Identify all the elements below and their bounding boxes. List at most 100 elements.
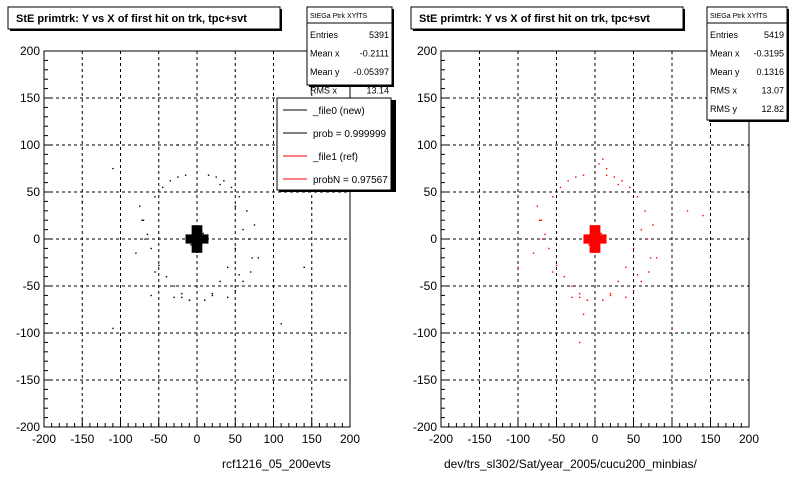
- y-tick-label: 150: [417, 91, 437, 105]
- data-point: [575, 176, 577, 178]
- x-tick-label: 200: [340, 432, 360, 446]
- data-point: [223, 180, 225, 182]
- data-point: [609, 292, 612, 295]
- data-point: [112, 167, 114, 170]
- data-point: [555, 264, 558, 267]
- stats-label: Mean x: [310, 49, 340, 59]
- data-point: [198, 227, 201, 229]
- data-point: [540, 219, 542, 221]
- data-point: [625, 296, 627, 299]
- data-point: [613, 176, 616, 178]
- data-point: [280, 323, 282, 325]
- data-point: [640, 229, 642, 231]
- data-point: [656, 257, 658, 259]
- data-point: [219, 280, 221, 283]
- y-tick-label: 0: [33, 232, 40, 246]
- stats-value: 13.14: [366, 86, 389, 96]
- data-point: [636, 274, 639, 276]
- data-point: [652, 224, 654, 226]
- data-point: [177, 176, 179, 178]
- data-point: [234, 290, 237, 292]
- data-point: [636, 196, 639, 198]
- data-point: [594, 251, 596, 253]
- data-point: [234, 205, 237, 207]
- data-point: [598, 163, 600, 165]
- chart-title: StE primtrk: Y vs X of first hit on trk,…: [419, 13, 650, 25]
- legend: _file0 (new) prob = 0.999999 _file1 (ref) p…: [276, 97, 396, 192]
- data-point: [154, 196, 156, 198]
- data-point: [207, 174, 210, 176]
- y-tick-label: -200: [413, 420, 437, 434]
- data-point: [242, 229, 244, 231]
- data-point: [227, 266, 229, 268]
- y-tick-label: -50: [23, 279, 41, 293]
- stats-label: RMS x: [310, 86, 338, 96]
- y-tick-label: -150: [413, 373, 437, 387]
- data-point: [563, 276, 565, 278]
- data-point: [571, 296, 573, 299]
- data-point: [199, 235, 201, 237]
- data-point: [181, 296, 183, 299]
- data-point: [234, 247, 237, 250]
- legend-label: prob = 0.999999: [313, 129, 387, 140]
- data-point: [193, 241, 195, 243]
- data-point: [590, 238, 592, 240]
- data-point: [544, 233, 546, 236]
- y-tick-label: 50: [424, 185, 438, 199]
- x-tick-label: 50: [627, 432, 641, 446]
- data-point: [192, 238, 194, 240]
- data-point: [181, 292, 183, 295]
- data-point: [649, 257, 652, 259]
- data-point: [146, 233, 149, 236]
- x-tick-label: 0: [194, 432, 201, 446]
- legend-label: probN = 0.97567: [313, 175, 388, 186]
- data-point: [173, 296, 175, 299]
- stats-box: [306, 6, 393, 86]
- data-point: [303, 266, 305, 268]
- data-point: [702, 214, 704, 217]
- data-point: [248, 238, 250, 240]
- data-point: [194, 249, 196, 252]
- x-tick-label: -150: [70, 432, 94, 446]
- legend-label: _file0 (new): [312, 106, 365, 117]
- data-point: [190, 244, 192, 246]
- data-points: [81, 144, 321, 330]
- y-tick-label: 100: [417, 138, 437, 152]
- data-point: [242, 280, 244, 283]
- y-tick-label: 100: [20, 138, 40, 152]
- stats-label: Mean y: [710, 67, 740, 77]
- data-point: [173, 285, 175, 287]
- stats-value: 5391: [369, 30, 389, 40]
- x-tick-label: -200: [429, 432, 453, 446]
- data-point: [588, 244, 590, 246]
- stats-value: 13.07: [761, 86, 784, 96]
- title-box: [410, 6, 684, 30]
- data-point: [144, 238, 146, 240]
- stats-label: RMS x: [710, 86, 738, 96]
- chart-panel-1: -200 -150 -100 -50 0 50 100 150 200 200 150 100 50 0 -…: [7, 6, 396, 471]
- data-point: [230, 186, 233, 189]
- x-tick-label: 200: [739, 432, 759, 446]
- data-point: [154, 271, 156, 273]
- data-point: [158, 264, 160, 267]
- data-point: [586, 299, 589, 301]
- stats-name: StEGa Ptrk XYfTS: [710, 13, 768, 20]
- data-point: [632, 290, 635, 292]
- data-point: [196, 251, 198, 253]
- data-point: [139, 205, 141, 207]
- stats-value: 5419: [764, 30, 784, 40]
- stats-label: Entries: [710, 30, 739, 40]
- stats-box: [706, 6, 788, 121]
- data-point: [238, 196, 240, 198]
- x-tick-label: -200: [32, 432, 56, 446]
- x-tick-label: -50: [548, 432, 566, 446]
- data-point: [582, 174, 585, 176]
- data-point: [605, 167, 608, 170]
- data-point: [536, 205, 539, 207]
- data-point: [597, 235, 599, 237]
- x-tick-label: 50: [229, 432, 243, 446]
- y-tick-label: 200: [417, 44, 437, 58]
- data-point: [625, 266, 627, 268]
- stats-name: StEGa Ptrk XYfTS: [310, 13, 368, 20]
